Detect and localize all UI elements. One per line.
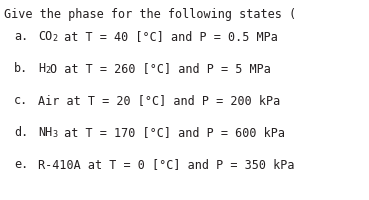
Text: R-410A at T = 0 [°C] and P = 350 kPa: R-410A at T = 0 [°C] and P = 350 kPa bbox=[38, 158, 294, 171]
Text: at T = 40 [°C] and P = 0.5 MPa: at T = 40 [°C] and P = 0.5 MPa bbox=[57, 30, 278, 43]
Text: NH: NH bbox=[38, 126, 52, 139]
Text: 3: 3 bbox=[52, 130, 57, 139]
Text: c.: c. bbox=[14, 94, 28, 107]
Text: Air at T = 20 [°C] and P = 200 kPa: Air at T = 20 [°C] and P = 200 kPa bbox=[38, 94, 280, 107]
Text: e.: e. bbox=[14, 158, 28, 171]
Text: 2: 2 bbox=[52, 34, 57, 43]
Text: d.: d. bbox=[14, 126, 28, 139]
Text: at T = 170 [°C] and P = 600 kPa: at T = 170 [°C] and P = 600 kPa bbox=[57, 126, 285, 139]
Text: b.: b. bbox=[14, 62, 28, 75]
Text: a.: a. bbox=[14, 30, 28, 43]
Text: CO: CO bbox=[38, 30, 52, 43]
Text: Give the phase for the following states (: Give the phase for the following states … bbox=[4, 8, 296, 21]
Text: O at T = 260 [°C] and P = 5 MPa: O at T = 260 [°C] and P = 5 MPa bbox=[50, 62, 271, 75]
Text: 2: 2 bbox=[45, 66, 50, 75]
Text: H: H bbox=[38, 62, 45, 75]
